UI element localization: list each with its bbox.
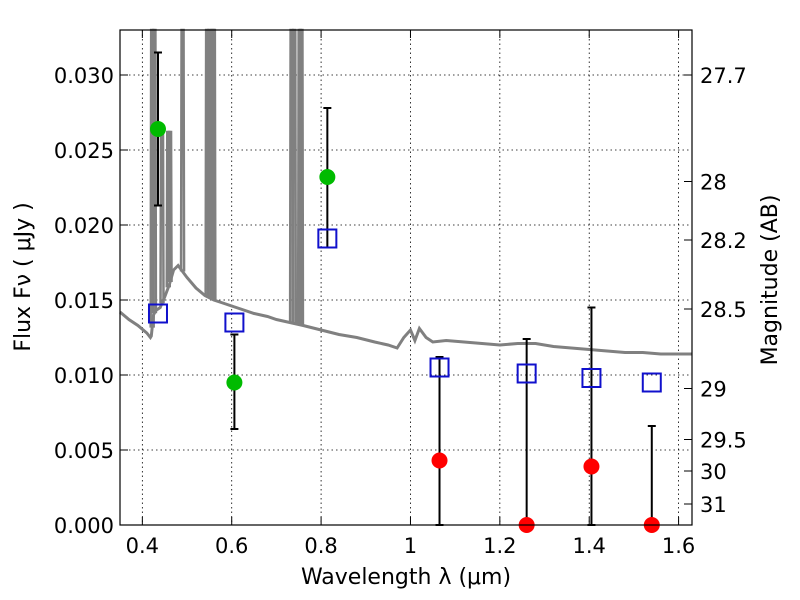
y-tick-label: 0.000 [54, 514, 114, 538]
data-point [583, 458, 600, 475]
axis-ticks: 0.4 0.6 0.8 1 1.2 1.4 1.6 0.000 0.005 0.010 0.015 0… [54, 30, 747, 558]
model-point [317, 228, 338, 249]
y-tick-label: 0.005 [54, 439, 114, 463]
right-axis-label: Magnitude (AB) [758, 195, 783, 366]
right-tick-label: 28.2 [700, 229, 747, 253]
x-tick-label: 1.4 [573, 534, 606, 558]
plot-frame [119, 29, 693, 526]
emission-line [179, 28, 186, 272]
right-tick-label: 28 [700, 171, 727, 195]
right-tick-label: 30 [700, 460, 727, 484]
model-point [516, 363, 537, 384]
data-point [431, 452, 448, 469]
y-tick-label: 0.015 [54, 289, 114, 313]
model-point [641, 372, 662, 393]
y-tick-label: 0.030 [54, 64, 114, 88]
y-tick-label: 0.010 [54, 364, 114, 388]
x-tick-label: 0.8 [304, 534, 337, 558]
error-bars [153, 51, 656, 526]
model-point [581, 368, 602, 388]
x-tick-label: 0.4 [126, 534, 159, 558]
y-tick-label: 0.020 [54, 214, 114, 238]
data-point [319, 169, 336, 185]
y-axis-label: Flux Fν ( μJy ) [11, 202, 36, 351]
model-point [429, 357, 450, 378]
model-point [224, 312, 245, 333]
data-markers [147, 121, 662, 533]
emission-line [167, 130, 173, 283]
right-tick-label: 31 [700, 493, 727, 517]
right-tick-label: 29 [700, 378, 727, 402]
x-axis-label: Wavelength λ (μm) [301, 565, 511, 590]
right-tick-label: 29.5 [700, 429, 747, 453]
right-tick-label: 27.7 [700, 64, 747, 88]
model-point [147, 303, 168, 324]
data-point [149, 121, 166, 137]
emission-line [291, 28, 298, 324]
spectrum-series [119, 28, 692, 356]
data-point [226, 374, 243, 391]
y-tick-label: 0.025 [54, 139, 114, 163]
emission-line [159, 126, 165, 304]
right-tick-label: 28.5 [700, 298, 747, 322]
x-tick-label: 1.6 [662, 534, 695, 558]
x-tick-label: 1.2 [483, 534, 516, 558]
x-tick-label: 1 [404, 534, 417, 558]
x-tick-label: 0.6 [215, 534, 248, 558]
